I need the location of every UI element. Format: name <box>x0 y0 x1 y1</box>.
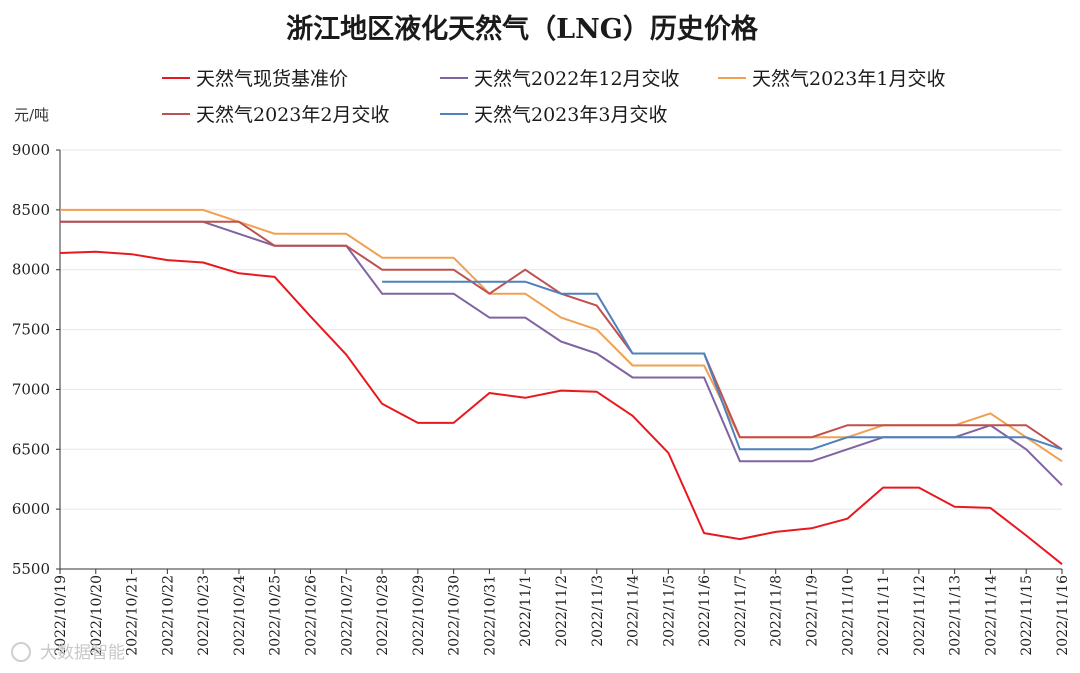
x-tick-label: 2022/11/8 <box>769 575 785 647</box>
x-tick-label: 2022/11/12 <box>912 575 928 656</box>
x-tick-label: 2022/10/28 <box>375 575 391 656</box>
legend: 天然气现货基准价 天然气2022年12月交收 天然气2023年1月交收天然气2023… <box>162 68 945 126</box>
y-tick-label: 5500 <box>12 560 50 578</box>
y-ticks: 5500 6000 6500 7000 7500 8000 8500 9000 <box>12 141 50 578</box>
y-tick-label: 6000 <box>12 500 50 518</box>
legend-label-3: 天然气2023年2月交收 <box>196 104 389 126</box>
axes <box>56 149 1062 570</box>
x-ticks: 2022/10/19 2022/10/20 2022/10/21 2022/10/22… <box>53 569 1071 656</box>
watermark-logo-icon <box>11 642 31 662</box>
series-line-2 <box>60 208 1063 463</box>
x-tick-label: 2022/10/20 <box>89 575 105 656</box>
watermark-text: 大数据智能 <box>40 643 125 663</box>
x-tick-label: 2022/11/10 <box>840 575 856 656</box>
chart-title: 浙江地区液化天然气（LNG）历史价格 <box>286 13 759 45</box>
x-tick-label: 2022/10/19 <box>53 575 69 656</box>
x-tick-label: 2022/10/29 <box>411 575 427 656</box>
watermark: 大数据智能 <box>11 642 125 663</box>
legend-label-4: 天然气2023年3月交收 <box>474 104 667 126</box>
x-tick-label: 2022/11/14 <box>983 575 999 656</box>
series-lines <box>59 208 1063 565</box>
x-tick-label: 2022/11/15 <box>1019 575 1035 656</box>
y-tick-label: 9000 <box>12 141 50 159</box>
x-tick-label: 2022/11/16 <box>1055 575 1071 656</box>
x-tick-label: 2022/10/31 <box>482 575 498 656</box>
y-tick-label: 8000 <box>12 261 50 279</box>
x-tick-label: 2022/10/23 <box>196 575 212 656</box>
x-tick-label: 2022/10/25 <box>268 575 284 656</box>
x-tick-label: 2022/11/7 <box>733 575 749 647</box>
x-tick-label: 2022/10/27 <box>339 575 355 656</box>
series-line-1 <box>60 220 1063 486</box>
x-tick-label: 2022/11/9 <box>805 575 821 647</box>
x-tick-label: 2022/10/30 <box>447 575 463 656</box>
y-tick-label: 8500 <box>12 201 50 219</box>
x-tick-label: 2022/11/13 <box>948 575 964 656</box>
x-tick-label: 2022/10/22 <box>160 575 176 656</box>
legend-label-2: 天然气2023年1月交收 <box>752 68 945 90</box>
y-tick-label: 7000 <box>12 380 50 398</box>
x-tick-label: 2022/11/3 <box>590 575 606 647</box>
series-line-3 <box>60 220 1063 451</box>
series-line-4 <box>382 280 1063 451</box>
y-tick-label: 6500 <box>12 440 50 458</box>
x-tick-label: 2022/10/24 <box>232 575 248 656</box>
x-tick-label: 2022/11/1 <box>518 575 534 647</box>
grid <box>60 149 1062 510</box>
legend-label-1: 天然气2022年12月交收 <box>474 68 680 90</box>
x-tick-label: 2022/11/5 <box>661 575 677 647</box>
y-axis-unit: 元/吨 <box>14 106 49 124</box>
legend-label-0: 天然气现货基准价 <box>196 68 348 90</box>
x-tick-label: 2022/11/4 <box>626 575 642 647</box>
x-tick-label: 2022/10/26 <box>304 575 320 656</box>
series-line-0 <box>59 250 1063 565</box>
x-tick-label: 2022/11/11 <box>876 575 892 656</box>
x-tick-label: 2022/10/21 <box>125 575 141 656</box>
x-tick-label: 2022/11/2 <box>554 575 570 647</box>
x-tick-label: 2022/11/6 <box>697 575 713 647</box>
y-tick-label: 7500 <box>12 321 50 339</box>
